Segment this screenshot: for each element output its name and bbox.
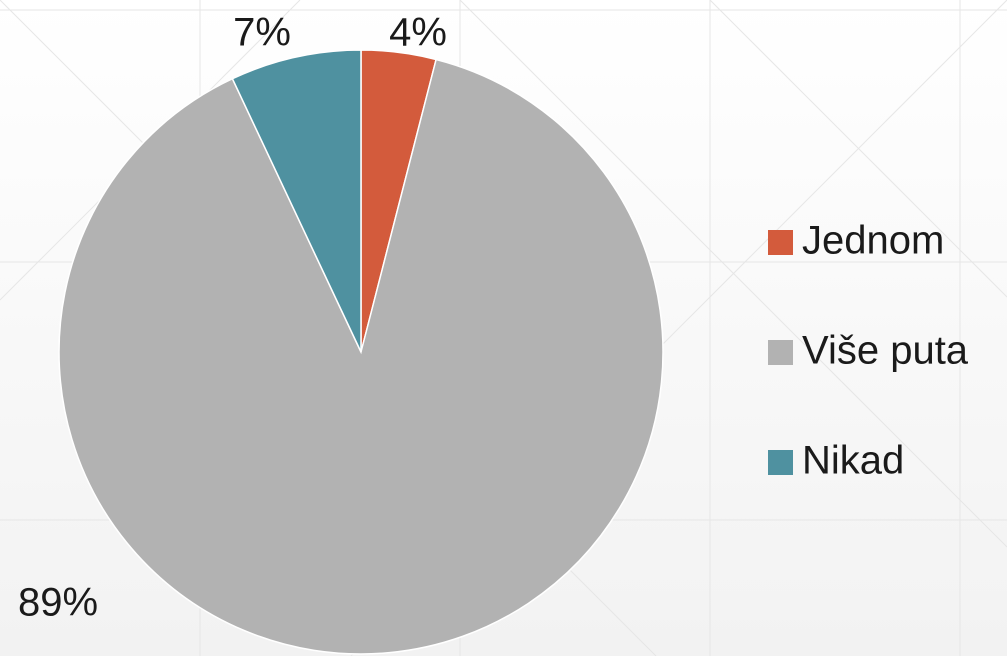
pie-slice — [58, 58, 664, 655]
legend-label: Jednom — [802, 219, 944, 263]
legend-swatch — [768, 340, 793, 365]
data-label: 7% — [233, 11, 291, 55]
pie-slice — [231, 49, 362, 353]
legend-label: Nikad — [802, 439, 904, 483]
legend-swatch — [768, 230, 793, 255]
data-label: 89% — [18, 581, 98, 625]
legend-swatch — [768, 450, 793, 475]
data-label: 4% — [389, 11, 447, 55]
legend-label: Više puta — [802, 329, 969, 373]
